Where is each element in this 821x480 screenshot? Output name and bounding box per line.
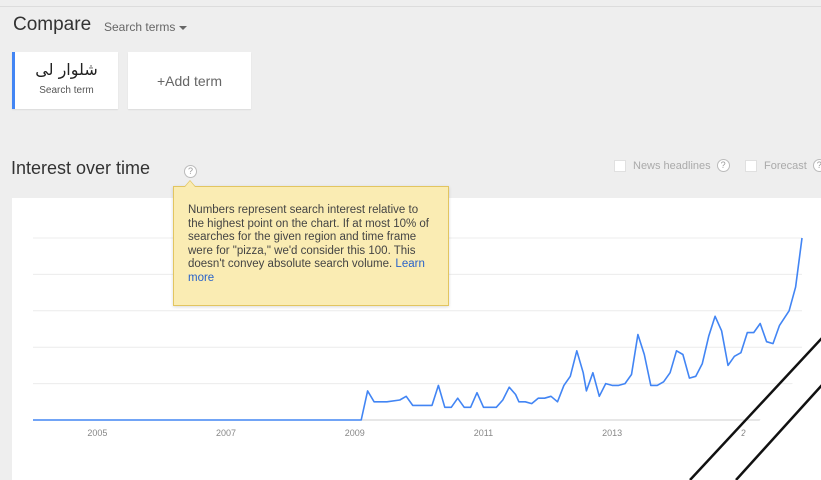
x-tick-label: 2011 [474, 428, 493, 438]
add-term-button[interactable]: +Add term [128, 52, 251, 109]
forecast-checkbox[interactable] [745, 159, 757, 172]
top-divider [0, 6, 821, 7]
x-tick-label: 2005 [87, 428, 107, 438]
learn-more-link[interactable]: Learn more [188, 258, 425, 284]
forecast-label: Forecast [764, 159, 807, 172]
x-tick-label: 2007 [216, 428, 236, 438]
news-headlines-checkbox[interactable] [614, 159, 626, 172]
search-term-name: شلوار لی [35, 60, 98, 79]
compare-title: Compare [13, 14, 92, 35]
search-term-sublabel: Search term [39, 85, 94, 96]
search-terms-label: Search terms [104, 20, 176, 34]
news-headlines-option[interactable]: News headlines ? [614, 159, 730, 172]
embed-icon[interactable]: </> [778, 454, 798, 467]
x-tick-label: 2... [741, 428, 754, 438]
interest-over-time-title: Interest over time [11, 158, 151, 178]
help-icon[interactable]: ? [184, 165, 197, 178]
forecast-help-icon[interactable]: ? [812, 159, 821, 172]
search-terms-dropdown[interactable]: Search terms [104, 20, 188, 34]
help-tooltip: Numbers represent search interest relati… [173, 180, 449, 306]
news-help-icon[interactable]: ? [716, 159, 730, 172]
caret-down-icon [179, 25, 188, 30]
search-term-card[interactable]: شلوار لی Search term [12, 52, 118, 109]
news-headlines-label: News headlines [633, 159, 711, 172]
x-tick-label: 2009 [345, 428, 365, 438]
tooltip-text: Numbers represent search interest relati… [188, 204, 430, 270]
x-tick-label: 2013 [602, 428, 622, 438]
forecast-option[interactable]: Forecast ? [745, 159, 821, 172]
